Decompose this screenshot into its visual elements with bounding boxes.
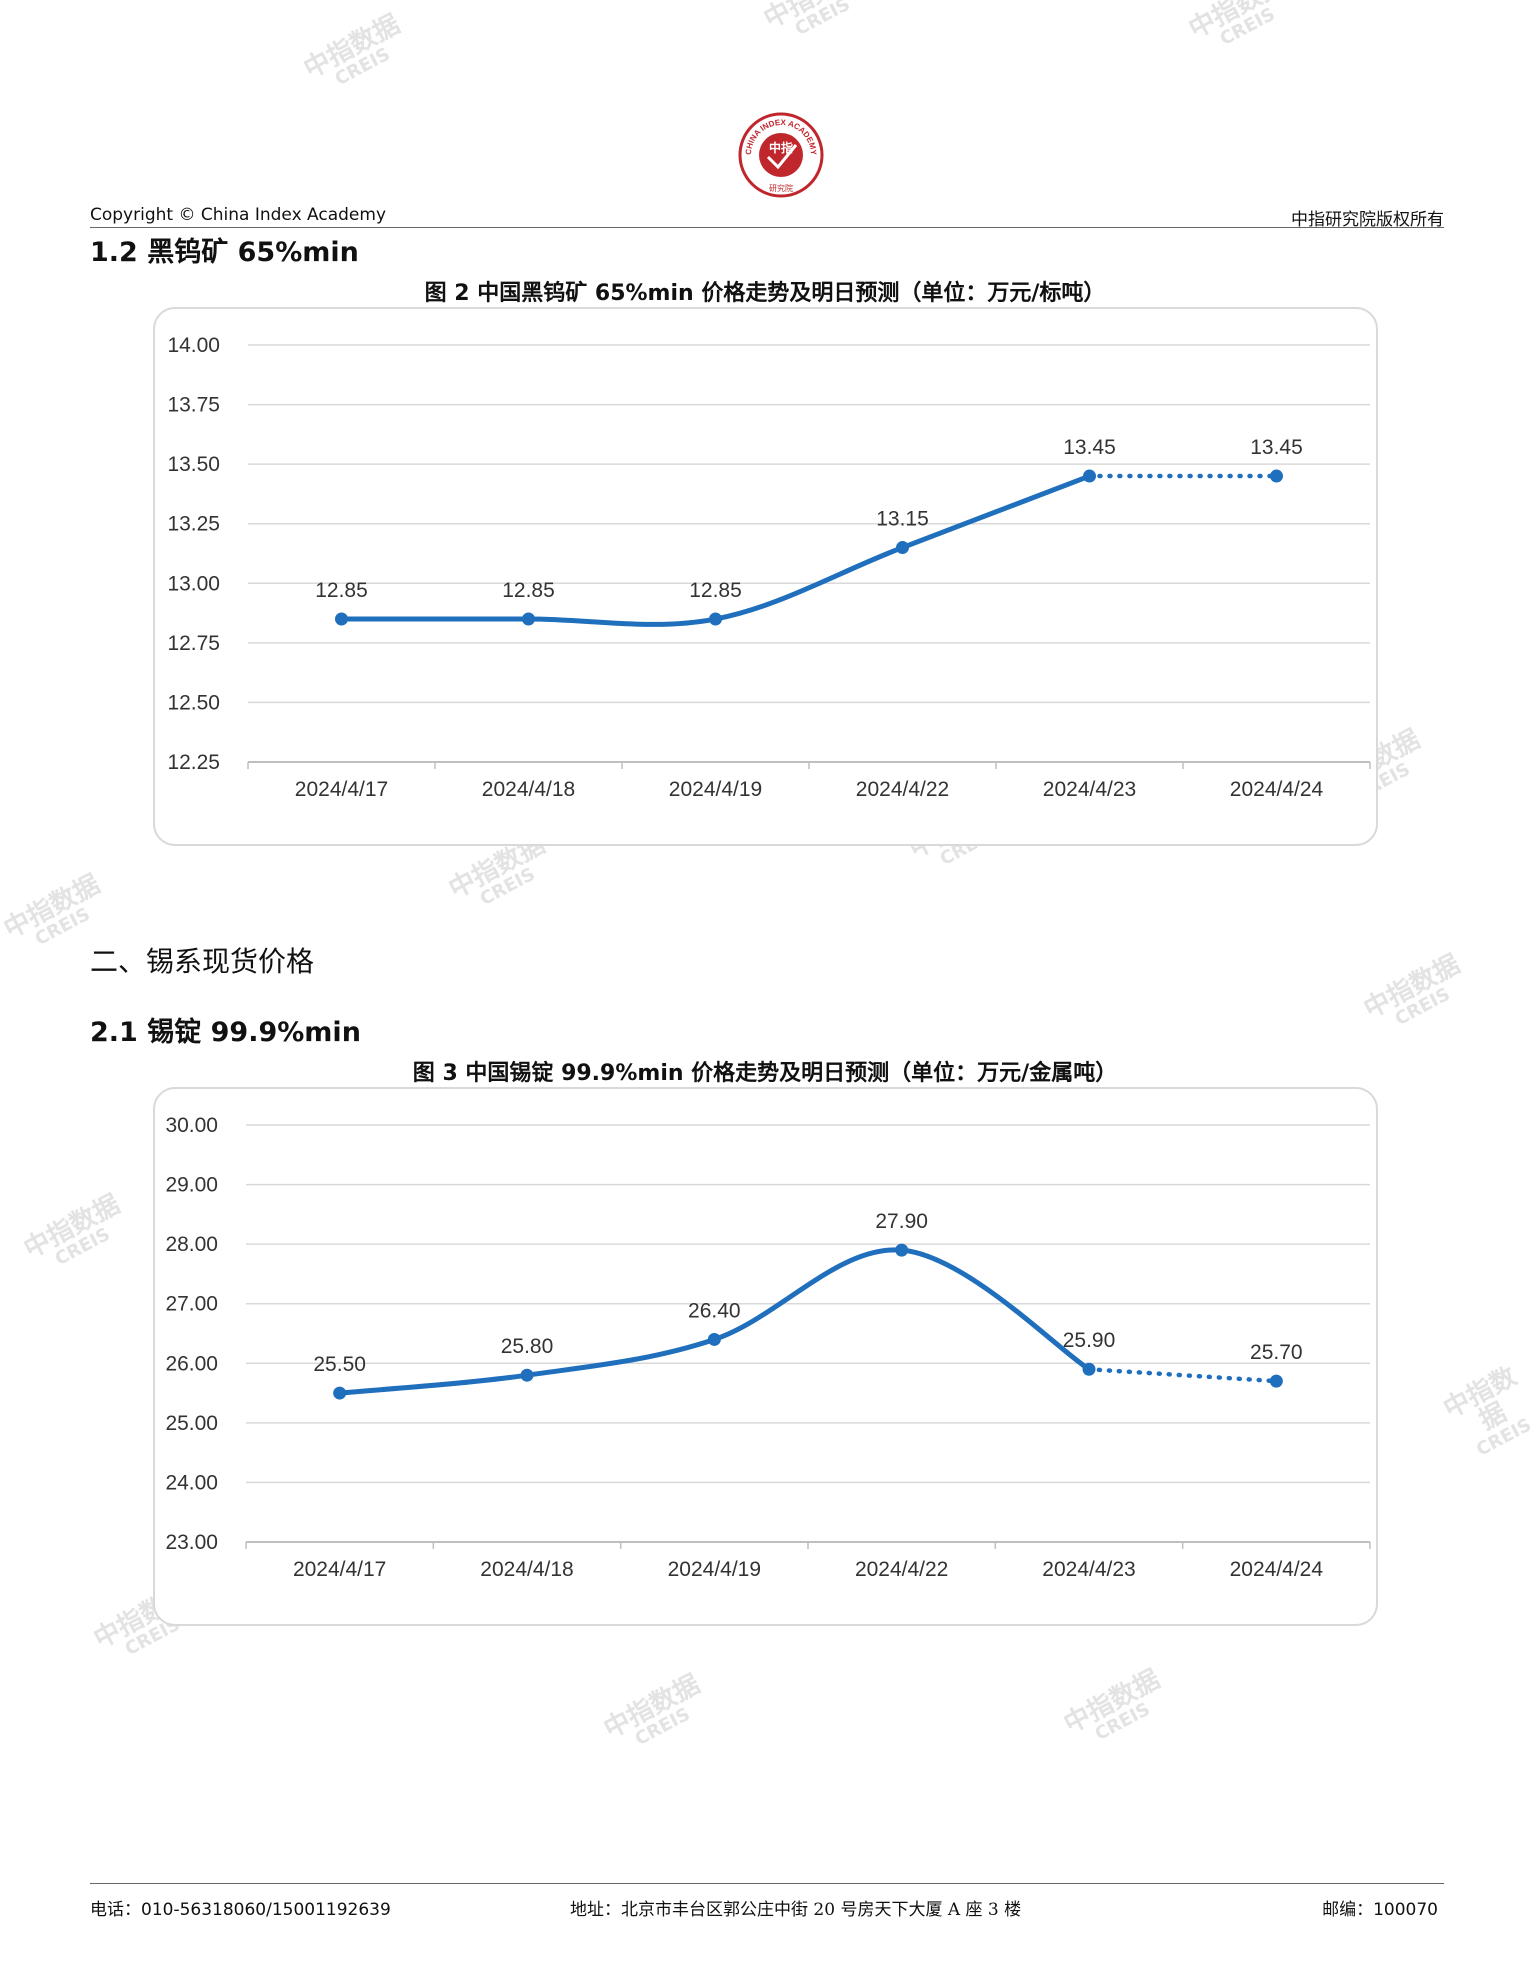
svg-text:研究院: 研究院 (769, 183, 793, 193)
data-point (1270, 469, 1283, 483)
y-tick-label: 13.50 (167, 453, 220, 476)
x-tick-label: 2024/4/19 (668, 1558, 761, 1581)
y-tick-label: 13.75 (167, 394, 220, 417)
data-label: 13.15 (876, 508, 929, 531)
y-tick-label: 29.00 (165, 1174, 218, 1197)
data-label: 25.90 (1063, 1329, 1116, 1352)
y-tick-label: 27.00 (165, 1293, 218, 1316)
data-point (1083, 469, 1096, 483)
y-tick-label: 14.00 (167, 334, 220, 357)
y-tick-label: 30.00 (165, 1114, 218, 1137)
x-tick-label: 2024/4/24 (1230, 778, 1324, 801)
academy-logo: CHINA INDEX ACADEMY 中指 研究院 (738, 112, 824, 198)
y-tick-label: 13.25 (167, 513, 220, 536)
x-tick-label: 2024/4/23 (1043, 778, 1136, 801)
x-tick-label: 2024/4/22 (856, 778, 949, 801)
data-point (333, 1386, 347, 1400)
data-label: 13.45 (1250, 436, 1303, 459)
section-heading-1-2: 1.2 黑钨矿 65%min (90, 237, 359, 268)
data-point (707, 1332, 721, 1346)
footer-phone: 电话：010-56318060/15001192639 (90, 1900, 391, 1920)
section-heading-2-1: 2.1 锡锭 99.9%min (90, 1017, 361, 1048)
chart-title-1: 图 2 中国黑钨矿 65%min 价格走势及明日预测（单位：万元/标吨） (424, 281, 1106, 306)
y-tick-label: 26.00 (165, 1352, 218, 1375)
data-point (335, 612, 348, 626)
section-heading-2: 二、锡系现货价格 (90, 945, 315, 978)
footer-address: 地址：北京市丰台区郭公庄中街 20 号房天下大厦 A 座 3 楼 (570, 1900, 1022, 1920)
y-tick-label: 24.00 (165, 1471, 218, 1494)
data-point (522, 612, 535, 626)
y-tick-label: 28.00 (165, 1233, 218, 1256)
x-tick-label: 2024/4/18 (482, 778, 575, 801)
series-line-actual (337, 1247, 1092, 1396)
x-tick-label: 2024/4/19 (669, 778, 762, 801)
data-label: 13.45 (1063, 436, 1116, 459)
data-label: 25.70 (1250, 1341, 1303, 1364)
y-tick-label: 12.50 (167, 691, 220, 714)
y-tick-label: 13.00 (167, 572, 220, 595)
x-tick-label: 2024/4/18 (480, 1558, 573, 1581)
data-point (1269, 1374, 1283, 1388)
copyright-notice: Copyright © China Index Academy (90, 205, 387, 225)
footer-postcode: 邮编：100070 (1322, 1900, 1438, 1920)
chart-title-2: 图 3 中国锡锭 99.9%min 价格走势及明日预测（单位：万元/金属吨） (412, 1061, 1118, 1086)
x-tick-label: 2024/4/24 (1230, 1558, 1324, 1581)
series-line-forecast (1086, 1366, 1279, 1384)
data-point (895, 1243, 909, 1257)
x-tick-label: 2024/4/17 (293, 1558, 386, 1581)
data-label: 25.80 (501, 1335, 554, 1358)
data-label: 26.40 (688, 1299, 741, 1322)
chart-frame-2 (153, 1087, 1378, 1626)
y-tick-label: 23.00 (165, 1531, 218, 1554)
footer-divider (90, 1883, 1444, 1884)
data-label: 12.85 (502, 579, 555, 602)
data-label: 25.50 (313, 1353, 366, 1376)
y-tick-label: 12.75 (167, 632, 220, 655)
data-point (520, 1368, 534, 1382)
data-label: 12.85 (315, 579, 368, 602)
rights-notice: 中指研究院版权所有 (1291, 210, 1444, 230)
y-tick-label: 12.25 (167, 751, 220, 774)
svg-text:中指: 中指 (769, 140, 793, 155)
data-label: 12.85 (689, 579, 742, 602)
x-tick-label: 2024/4/22 (855, 1558, 948, 1581)
x-tick-label: 2024/4/17 (295, 778, 388, 801)
x-tick-label: 2024/4/23 (1042, 1558, 1135, 1581)
data-label: 27.90 (875, 1210, 928, 1233)
data-point (709, 612, 722, 626)
data-point (1082, 1362, 1096, 1376)
header-divider (90, 227, 1444, 228)
chart-frame-1 (153, 307, 1378, 846)
y-tick-label: 25.00 (165, 1412, 218, 1435)
data-point (896, 541, 909, 555)
